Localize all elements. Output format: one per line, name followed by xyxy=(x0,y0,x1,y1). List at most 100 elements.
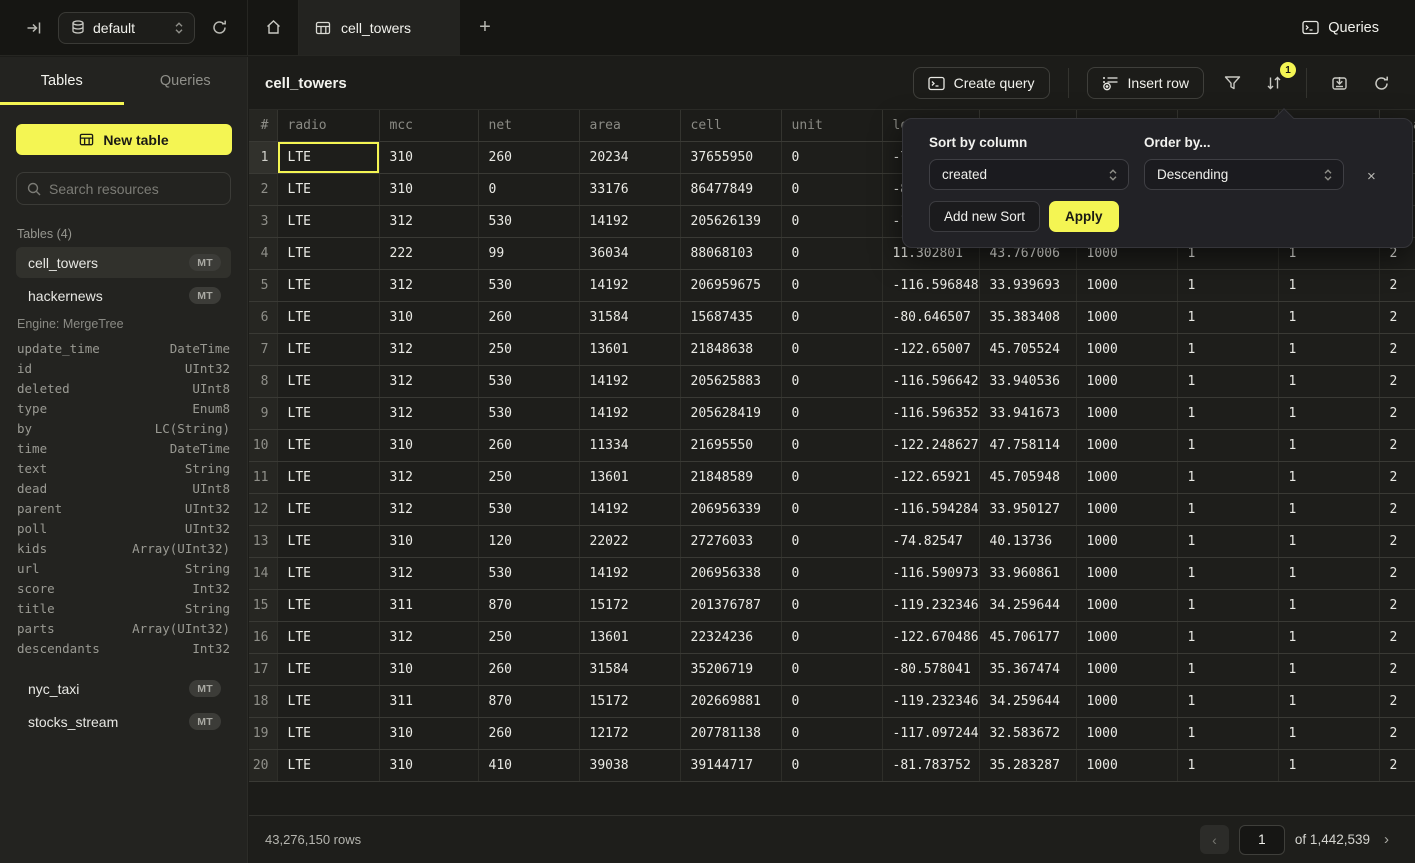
table-cell[interactable]: LTE xyxy=(277,557,380,590)
sidebar-item-stocks-stream[interactable]: stocks_stream MT xyxy=(16,706,231,737)
table-cell[interactable]: LTE xyxy=(277,397,380,430)
row-number-cell[interactable]: 16 xyxy=(249,621,278,654)
table-cell[interactable]: 2 xyxy=(1379,397,1415,430)
sidebar-item-nyc-taxi[interactable]: nyc_taxi MT xyxy=(16,673,231,704)
table-cell[interactable]: 1000 xyxy=(1076,685,1178,718)
row-number-cell[interactable]: 5 xyxy=(249,269,278,302)
table-cell[interactable]: 206956339 xyxy=(680,493,782,526)
table-cell[interactable]: -80.578041 xyxy=(882,653,980,686)
table-cell[interactable]: -81.783752 xyxy=(882,749,980,782)
table-cell[interactable]: 33176 xyxy=(579,173,681,206)
table-cell[interactable]: 0 xyxy=(781,589,883,622)
table-cell[interactable]: 205628419 xyxy=(680,397,782,430)
table-cell[interactable]: 310 xyxy=(379,301,479,334)
table-cell[interactable]: 1 xyxy=(1177,653,1279,686)
insert-row-button[interactable]: Insert row xyxy=(1086,67,1204,99)
sidebar-item-hackernews[interactable]: hackernews MT xyxy=(16,280,231,311)
row-number-cell[interactable]: 18 xyxy=(249,685,278,718)
table-cell[interactable]: 260 xyxy=(478,301,580,334)
table-cell[interactable]: LTE xyxy=(277,269,380,302)
table-cell[interactable]: 0 xyxy=(781,333,883,366)
table-cell[interactable]: 39144717 xyxy=(680,749,782,782)
row-number-cell[interactable]: 15 xyxy=(249,589,278,622)
column-header-area[interactable]: area xyxy=(579,110,681,142)
table-cell[interactable]: 312 xyxy=(379,333,479,366)
table-cell[interactable]: LTE xyxy=(277,429,380,462)
table-cell[interactable]: 1 xyxy=(1177,749,1279,782)
table-cell[interactable]: 120 xyxy=(478,525,580,558)
table-cell[interactable]: 21848638 xyxy=(680,333,782,366)
table-cell[interactable]: 1 xyxy=(1177,493,1279,526)
sidebar-collapse-button[interactable] xyxy=(20,14,48,42)
table-cell[interactable]: 1000 xyxy=(1076,301,1178,334)
table-cell[interactable]: 33.960861 xyxy=(979,557,1077,590)
table-cell[interactable]: LTE xyxy=(277,333,380,366)
table-cell[interactable]: 1 xyxy=(1177,269,1279,302)
column-header-radio[interactable]: radio xyxy=(277,110,380,142)
table-cell[interactable]: 1 xyxy=(1177,365,1279,398)
table-cell[interactable]: -122.65007 xyxy=(882,333,980,366)
row-number-cell[interactable]: 2 xyxy=(249,173,278,206)
column-header-index[interactable]: # xyxy=(249,110,278,142)
row-number-cell[interactable]: 9 xyxy=(249,397,278,430)
table-cell[interactable]: 33.950127 xyxy=(979,493,1077,526)
table-cell[interactable]: LTE xyxy=(277,493,380,526)
table-cell[interactable]: 0 xyxy=(781,461,883,494)
table-cell[interactable]: 88068103 xyxy=(680,237,782,270)
table-cell[interactable]: LTE xyxy=(277,685,380,718)
table-cell[interactable]: 14192 xyxy=(579,397,681,430)
table-cell[interactable]: 312 xyxy=(379,493,479,526)
column-header-net[interactable]: net xyxy=(478,110,580,142)
table-cell[interactable]: 0 xyxy=(781,397,883,430)
table-cell[interactable]: 2 xyxy=(1379,269,1415,302)
row-number-cell[interactable]: 7 xyxy=(249,333,278,366)
table-cell[interactable]: 410 xyxy=(478,749,580,782)
table-cell[interactable]: 1 xyxy=(1278,397,1380,430)
table-cell[interactable]: 0 xyxy=(781,525,883,558)
table-cell[interactable]: 15172 xyxy=(579,589,681,622)
row-number-cell[interactable]: 11 xyxy=(249,461,278,494)
table-cell[interactable]: 2 xyxy=(1379,461,1415,494)
table-cell[interactable]: 1 xyxy=(1278,525,1380,558)
row-number-cell[interactable]: 8 xyxy=(249,365,278,398)
row-number-cell[interactable]: 12 xyxy=(249,493,278,526)
table-cell[interactable]: 530 xyxy=(478,269,580,302)
table-cell[interactable]: 1 xyxy=(1278,653,1380,686)
queries-button[interactable]: Queries xyxy=(1292,12,1389,43)
row-number-cell[interactable]: 10 xyxy=(249,429,278,462)
table-cell[interactable]: 37655950 xyxy=(680,141,782,174)
table-cell[interactable]: 1000 xyxy=(1076,589,1178,622)
table-cell[interactable]: 0 xyxy=(781,493,883,526)
table-cell[interactable]: 2 xyxy=(1379,365,1415,398)
table-cell[interactable]: 250 xyxy=(478,621,580,654)
next-page-button[interactable]: › xyxy=(1380,831,1393,848)
table-cell[interactable]: 2 xyxy=(1379,493,1415,526)
table-cell[interactable]: -116.596352 xyxy=(882,397,980,430)
table-cell[interactable]: 206959675 xyxy=(680,269,782,302)
table-cell[interactable]: 1 xyxy=(1177,589,1279,622)
table-cell[interactable]: 310 xyxy=(379,173,479,206)
table-cell[interactable]: 1 xyxy=(1177,525,1279,558)
table-cell[interactable]: 870 xyxy=(478,589,580,622)
table-cell[interactable]: 27276033 xyxy=(680,525,782,558)
table-cell[interactable]: 21695550 xyxy=(680,429,782,462)
table-cell[interactable]: 35.367474 xyxy=(979,653,1077,686)
table-cell[interactable]: 36034 xyxy=(579,237,681,270)
row-number-cell[interactable]: 4 xyxy=(249,237,278,270)
table-cell[interactable]: 312 xyxy=(379,205,479,238)
table-cell[interactable]: 1000 xyxy=(1076,429,1178,462)
table-cell[interactable]: 0 xyxy=(781,653,883,686)
table-cell[interactable]: 14192 xyxy=(579,557,681,590)
table-cell[interactable]: 1000 xyxy=(1076,749,1178,782)
table-cell[interactable]: 13601 xyxy=(579,333,681,366)
new-table-button[interactable]: New table xyxy=(16,124,232,155)
table-cell[interactable]: 2 xyxy=(1379,653,1415,686)
add-new-sort-button[interactable]: Add new Sort xyxy=(929,201,1041,232)
table-cell[interactable]: LTE xyxy=(277,525,380,558)
table-cell[interactable]: 35.383408 xyxy=(979,301,1077,334)
table-cell[interactable]: 1 xyxy=(1278,493,1380,526)
sidebar-tab-queries[interactable]: Queries xyxy=(159,73,211,89)
table-cell[interactable]: 2 xyxy=(1379,525,1415,558)
table-cell[interactable]: 1 xyxy=(1177,461,1279,494)
table-cell[interactable]: 1000 xyxy=(1076,461,1178,494)
